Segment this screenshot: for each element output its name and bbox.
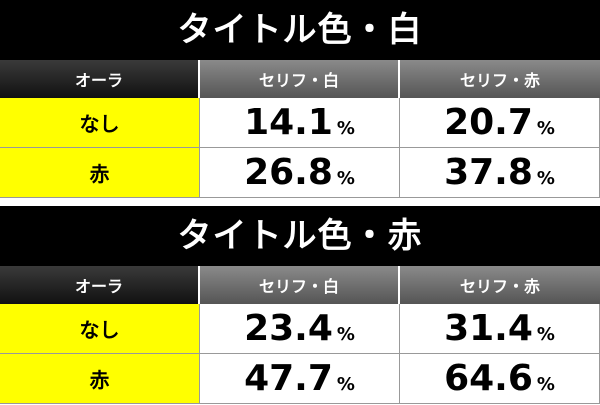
- header-text: セリフ・赤: [459, 71, 540, 90]
- row-label: なし: [0, 304, 200, 354]
- title-text: タイトル色・赤: [177, 216, 423, 256]
- table-row: 赤 47.7% 64.6%: [0, 354, 600, 404]
- unit: %: [536, 324, 555, 345]
- value-cell: 14.1%: [200, 98, 400, 148]
- value-cell: 47.7%: [200, 354, 400, 404]
- value: 14.1: [244, 102, 333, 143]
- value-cell: 37.8%: [400, 148, 600, 198]
- value: 26.8: [244, 152, 333, 193]
- header-text: セリフ・白: [258, 277, 339, 296]
- header-row: オーラ セリフ・白 セリフ・赤: [0, 266, 600, 304]
- value: 20.7: [444, 102, 533, 143]
- value-cell: 31.4%: [400, 304, 600, 354]
- label-text: なし: [79, 318, 120, 342]
- title-text: タイトル色・白: [177, 10, 423, 50]
- unit: %: [336, 118, 355, 139]
- header-cell: セリフ・白: [200, 60, 400, 98]
- row-label: 赤: [0, 354, 200, 404]
- header-cell: オーラ: [0, 60, 200, 98]
- label-text: なし: [79, 112, 120, 136]
- value-cell: 26.8%: [200, 148, 400, 198]
- value-cell: 64.6%: [400, 354, 600, 404]
- value: 31.4: [444, 308, 533, 349]
- label-text: 赤: [89, 368, 110, 392]
- unit: %: [336, 168, 355, 189]
- unit: %: [336, 324, 355, 345]
- value-cell: 20.7%: [400, 98, 600, 148]
- table: タイトル色・赤 オーラ セリフ・白 セリフ・赤 なし 23.4% 31.4% 赤 47.7% 64…: [0, 206, 600, 404]
- value: 23.4: [244, 308, 333, 349]
- table-row: なし 14.1% 20.7%: [0, 98, 600, 148]
- table-title: タイトル色・白: [0, 0, 600, 60]
- table-row: なし 23.4% 31.4%: [0, 304, 600, 354]
- value: 47.7: [244, 358, 333, 399]
- header-text: オーラ: [74, 71, 123, 90]
- unit: %: [536, 168, 555, 189]
- header-row: オーラ セリフ・白 セリフ・赤: [0, 60, 600, 98]
- header-text: セリフ・白: [258, 71, 339, 90]
- unit: %: [536, 118, 555, 139]
- table-title: タイトル色・赤: [0, 206, 600, 266]
- unit: %: [336, 374, 355, 395]
- header-text: オーラ: [74, 277, 123, 296]
- unit: %: [536, 374, 555, 395]
- header-cell: オーラ: [0, 266, 200, 304]
- table: タイトル色・白 オーラ セリフ・白 セリフ・赤 なし 14.1% 20.7% 赤 26.8% 37…: [0, 0, 600, 198]
- row-label: 赤: [0, 148, 200, 198]
- header-cell: セリフ・白: [200, 266, 400, 304]
- table-row: 赤 26.8% 37.8%: [0, 148, 600, 198]
- header-cell: セリフ・赤: [400, 60, 600, 98]
- label-text: 赤: [89, 162, 110, 186]
- header-cell: セリフ・赤: [400, 266, 600, 304]
- header-text: セリフ・赤: [459, 277, 540, 296]
- value: 37.8: [444, 152, 533, 193]
- value-cell: 23.4%: [200, 304, 400, 354]
- row-label: なし: [0, 98, 200, 148]
- value: 64.6: [444, 358, 533, 399]
